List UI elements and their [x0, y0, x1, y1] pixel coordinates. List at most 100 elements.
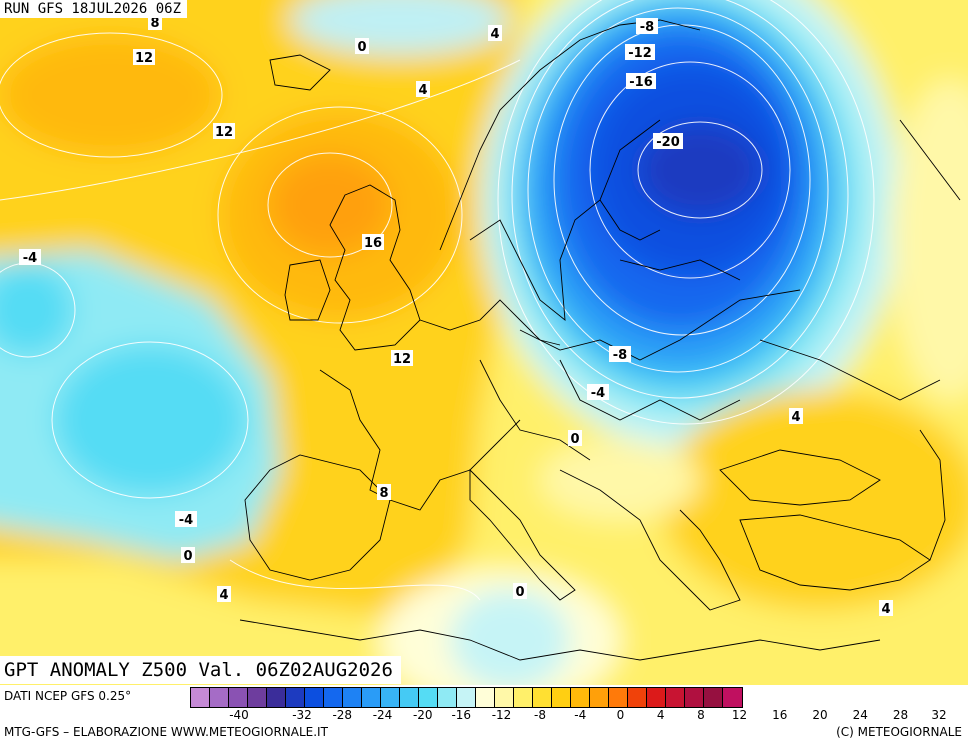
contour-label: -4 [179, 513, 193, 528]
color-swatch [628, 688, 647, 707]
color-swatch [362, 688, 381, 707]
contour-label: 4 [490, 27, 499, 42]
color-swatch [191, 688, 210, 707]
color-scale-tick: -28 [332, 708, 353, 722]
data-source-label: DATI NCEP GFS 0.25° [4, 689, 132, 703]
color-scale-tick: 12 [731, 708, 748, 722]
contour-label: 0 [357, 40, 366, 55]
color-swatch [685, 688, 704, 707]
contour-label-bg [416, 81, 430, 97]
color-swatch [590, 688, 609, 707]
contour-label: -16 [629, 75, 653, 90]
color-swatch [457, 688, 476, 707]
contour-label: 4 [791, 410, 800, 425]
color-swatch [571, 688, 590, 707]
contour-label-bg [217, 586, 231, 602]
contour-label: 0 [183, 549, 192, 564]
contour-label: 0 [515, 585, 524, 600]
color-scale-tick: -16 [451, 708, 472, 722]
color-scale-tick: 4 [656, 708, 665, 722]
color-scale-tick: -8 [534, 708, 546, 722]
color-scale-tick: 0 [616, 708, 625, 722]
color-swatch [419, 688, 438, 707]
color-scale-tick: -24 [372, 708, 393, 722]
color-scale-tick: -12 [491, 708, 512, 722]
contour-label: 12 [393, 352, 411, 367]
map-title: GPT ANOMALY Z500 Val. 06Z02AUG2026 [0, 656, 401, 684]
color-swatch [647, 688, 666, 707]
contour-label: 8 [379, 486, 388, 501]
color-swatch [324, 688, 343, 707]
color-swatch [533, 688, 552, 707]
contour-label-bg [625, 44, 655, 60]
contour-label-bg [362, 234, 384, 250]
contour-label-bg [626, 73, 656, 89]
contour-label: 8 [150, 16, 159, 31]
contour-label-bg [587, 384, 609, 400]
color-swatch [495, 688, 514, 707]
color-swatch [514, 688, 533, 707]
contour-label: 12 [135, 51, 153, 66]
contour-label-bg [789, 408, 803, 424]
color-swatch [666, 688, 685, 707]
contour-label: 4 [881, 602, 890, 617]
contour-label-bg [636, 18, 658, 34]
color-scale-tick: -32 [292, 708, 312, 722]
color-swatch [286, 688, 305, 707]
color-swatch [229, 688, 248, 707]
contour-label-bg [879, 600, 893, 616]
contour-label: 4 [219, 588, 228, 603]
color-scale-tick: 32 [931, 708, 947, 722]
contour-label-bg [148, 14, 162, 30]
contour-label-bg [133, 49, 155, 65]
contour-label-bg [391, 350, 413, 366]
contour-label: 12 [215, 125, 233, 140]
contour-label: -4 [591, 386, 605, 401]
contour-label-bg [513, 583, 527, 599]
color-scale-tick: -40 [229, 708, 249, 722]
contour-label: 16 [364, 236, 382, 251]
copyright-label: (C) METEOGIORNALE [836, 725, 962, 739]
contour-label-bg [213, 123, 235, 139]
contour-label-bg [377, 484, 391, 500]
contour-label: -4 [23, 251, 37, 266]
color-swatch [210, 688, 229, 707]
color-swatch [248, 688, 267, 707]
color-scale-ticks: -40 -32 -28 -24 -20 -16 -12 -8 -4 0 4 8 12 16 20 24 28 32… [190, 708, 968, 724]
contour-label-bg [19, 249, 41, 265]
color-scale-tick: 28 [892, 708, 909, 722]
contour-label-bg [181, 547, 195, 563]
contour-label: -8 [613, 348, 627, 363]
contour-label-bg [355, 38, 369, 54]
color-swatch [476, 688, 495, 707]
run-label: RUN GFS 18JUL2026 06Z [0, 0, 188, 18]
color-scale-tick: 20 [812, 708, 828, 722]
color-swatch [609, 688, 628, 707]
color-swatch [704, 688, 723, 707]
contour-label-bg [653, 133, 683, 149]
color-swatch [381, 688, 400, 707]
color-swatch [438, 688, 457, 707]
color-scale-tick: 24 [852, 708, 868, 722]
contour-label-bg [609, 346, 631, 362]
color-scale-tick: -4 [574, 708, 587, 722]
contour-label-bg [175, 511, 197, 527]
contour-label: 0 [570, 432, 579, 447]
color-swatch [343, 688, 362, 707]
contour-label: 4 [418, 83, 427, 98]
color-scale-bar [190, 687, 743, 708]
color-swatch [400, 688, 419, 707]
color-swatch [267, 688, 286, 707]
contour-label: -12 [628, 46, 652, 61]
color-swatch [723, 688, 742, 707]
color-scale-tick: -20 [412, 708, 433, 722]
credit-label: MTG-GFS – ELABORAZIONE WWW.METEOGIORNALE… [4, 725, 328, 739]
contour-label: -8 [640, 20, 654, 35]
color-scale-tick: 16 [772, 708, 788, 722]
color-swatch [305, 688, 324, 707]
contour-label-bg [568, 430, 582, 446]
color-scale-tick: 8 [697, 708, 705, 722]
contour-label-bg [488, 25, 502, 41]
contour-label: -20 [656, 135, 680, 150]
